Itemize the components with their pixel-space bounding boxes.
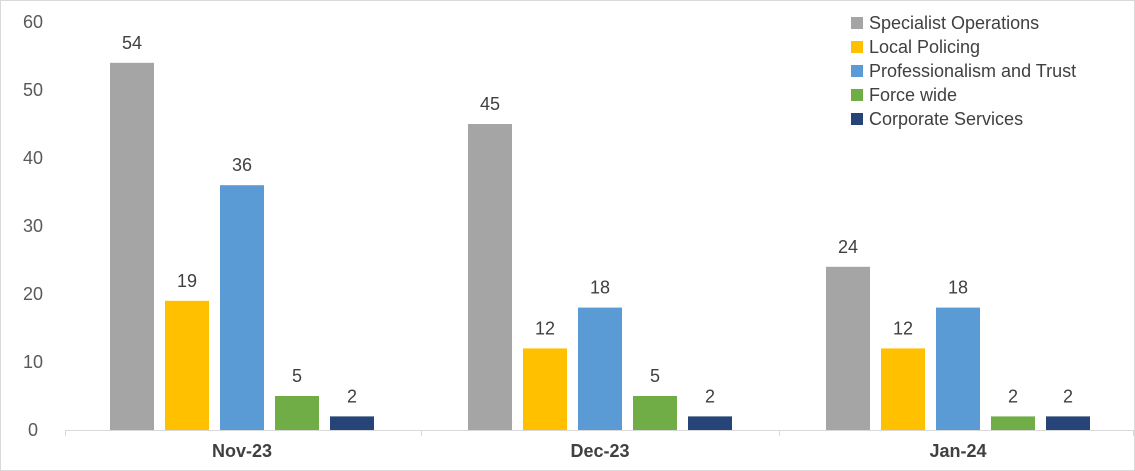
bar: [578, 307, 622, 430]
bar: [468, 124, 512, 430]
legend-label: Local Policing: [869, 37, 980, 57]
legend-label: Professionalism and Trust: [869, 61, 1076, 81]
x-tick-label: Dec-23: [570, 441, 629, 461]
data-label: 5: [650, 366, 660, 386]
data-label: 2: [705, 386, 715, 406]
bar: [826, 266, 870, 430]
data-label: 45: [480, 94, 500, 114]
bar: [523, 348, 567, 430]
data-label: 2: [1008, 386, 1018, 406]
data-label: 18: [948, 278, 968, 298]
data-label: 2: [347, 386, 357, 406]
bar: [330, 416, 374, 430]
legend-swatch: [851, 65, 863, 77]
legend-swatch: [851, 89, 863, 101]
bar: [633, 396, 677, 430]
y-tick-label: 30: [23, 216, 43, 236]
y-tick-label: 10: [23, 352, 43, 372]
data-label: 5: [292, 366, 302, 386]
data-label: 24: [838, 237, 858, 257]
data-label: 12: [535, 318, 555, 338]
x-tick-label: Nov-23: [212, 441, 272, 461]
legend-label: Corporate Services: [869, 109, 1023, 129]
y-tick-label: 40: [23, 148, 43, 168]
bar: [1046, 416, 1090, 430]
data-label: 12: [893, 318, 913, 338]
legend-label: Specialist Operations: [869, 13, 1039, 33]
x-tick-label: Jan-24: [929, 441, 986, 461]
data-label: 54: [122, 33, 142, 53]
y-tick-label: 0: [28, 420, 38, 440]
legend-swatch: [851, 113, 863, 125]
axes: 0 10 20 30 40 50 60 Nov-23 Dec-23 Jan-24: [23, 12, 1134, 461]
bar: [991, 416, 1035, 430]
legend-label: Force wide: [869, 85, 957, 105]
bar: [881, 348, 925, 430]
bar: [936, 307, 980, 430]
legend-swatch: [851, 41, 863, 53]
data-label: 18: [590, 278, 610, 298]
bar: [165, 300, 209, 430]
bar: [220, 185, 264, 430]
bars: [110, 62, 1090, 431]
y-tick-label: 60: [23, 12, 43, 32]
data-label: 2: [1063, 386, 1073, 406]
y-tick-label: 20: [23, 284, 43, 304]
bar: [688, 416, 732, 430]
data-label: 19: [177, 271, 197, 291]
bar: [275, 396, 319, 430]
data-labels: 54 19 36 5 2 45 12 18 5 2 24 12 18 2 2: [122, 33, 1073, 407]
y-tick-label: 50: [23, 80, 43, 100]
bar: [110, 62, 154, 431]
legend-swatch: [851, 17, 863, 29]
data-label: 36: [232, 155, 252, 175]
legend: Specialist Operations Local Policing Profe…: [851, 13, 1076, 129]
